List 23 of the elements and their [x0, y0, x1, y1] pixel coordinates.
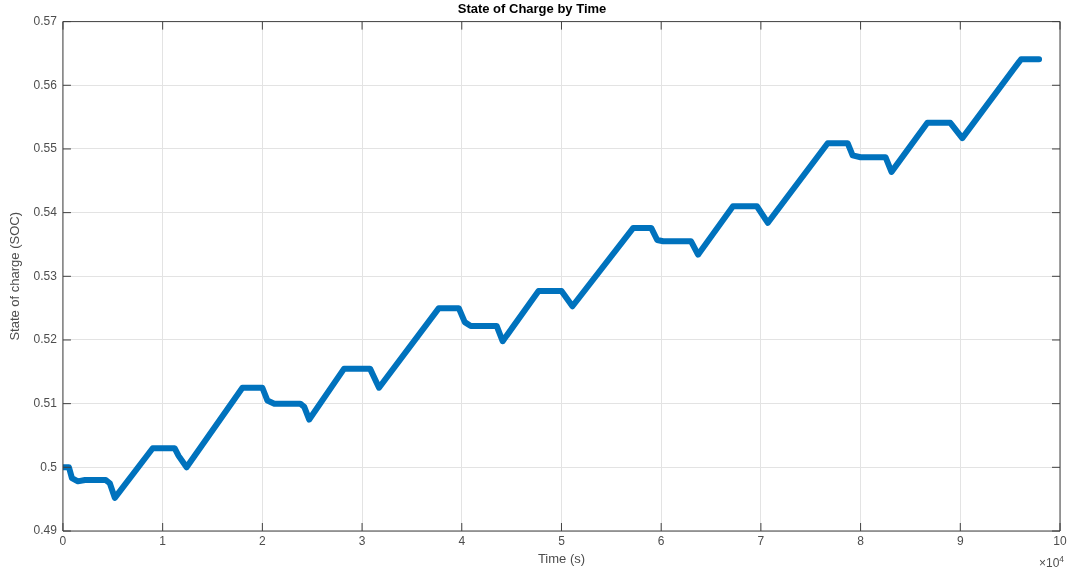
x-tick-label: 5: [558, 533, 566, 548]
x-tick-label: 9: [956, 533, 964, 548]
x-tick-label: 2: [259, 533, 267, 548]
x-tick-label: 7: [757, 533, 765, 548]
y-tick-label: 0.55: [33, 141, 58, 156]
y-tick-label: 0.49: [33, 523, 58, 538]
x-axis-title: Time (s): [537, 550, 586, 566]
x-tick-label: 0: [59, 533, 67, 548]
y-tick-label: 0.5: [40, 459, 58, 474]
x-tick-label: 3: [358, 533, 366, 548]
y-tick-label: 0.52: [33, 332, 58, 347]
y-tick-label: 0.57: [33, 13, 58, 28]
x-tick-label: 4: [458, 533, 466, 548]
y-tick-label: 0.54: [33, 204, 58, 219]
x-tick-label: 6: [657, 533, 665, 548]
x-tick-label: 10: [1053, 533, 1067, 548]
y-axis-title: State of charge (SOC): [7, 211, 23, 341]
y-tick-label: 0.56: [33, 77, 58, 92]
x-tick-label: 8: [857, 533, 865, 548]
chart-title: State of Charge by Time: [457, 1, 607, 17]
y-tick-label: 0.51: [33, 395, 58, 410]
y-tick-label: 0.53: [33, 268, 58, 283]
x-tick-label: 1: [159, 533, 167, 548]
